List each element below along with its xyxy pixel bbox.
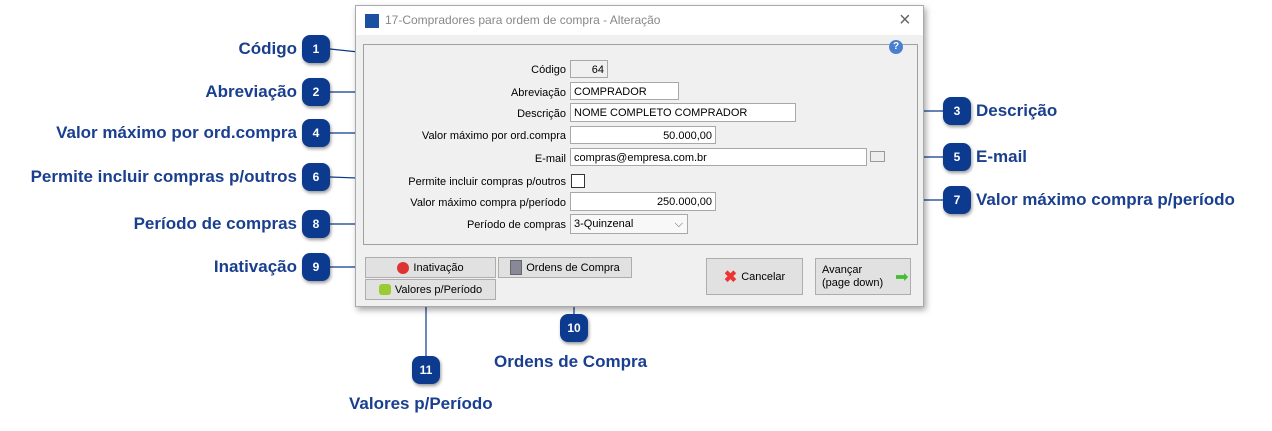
abreviacao-label: Abreviação (510, 87, 566, 99)
callout-badge-10: 10 (560, 314, 588, 342)
cancelar-button[interactable]: ✖ Cancelar (706, 258, 803, 295)
callout-label-6: Permite incluir compras p/outros (30, 167, 297, 186)
email-field[interactable]: compras@empresa.com.br (570, 148, 867, 166)
inativacao-button[interactable]: Inativação (365, 257, 496, 278)
permite-label: Permite incluir compras p/outros (408, 176, 566, 188)
help-icon[interactable]: ? (889, 40, 903, 54)
callout-label-10: Ordens de Compra (494, 352, 648, 371)
x-icon: ✖ (723, 268, 738, 286)
close-icon[interactable]: × (899, 9, 911, 31)
dialog-window: 17-Compradores para ordem de compra - Al… (355, 5, 924, 307)
abreviacao-field[interactable]: COMPRADOR (570, 82, 679, 100)
valor-max-ord-label: Valor máximo por ord.compra (421, 130, 566, 142)
callout-label-7: Valor máximo compra p/período (976, 190, 1235, 209)
codigo-field: 64 (570, 60, 608, 78)
arrow-right-icon: ➡ (895, 268, 909, 286)
callout-badge-8: 8 (302, 210, 330, 238)
callout-label-4: Valor máximo por ord.compra (56, 123, 297, 142)
callout-label-5: E-mail (976, 147, 1028, 166)
periodo-value: 3-Quinzenal (574, 218, 634, 230)
document-money-icon (510, 260, 523, 275)
callout-badge-7: 7 (943, 186, 971, 214)
form-group (363, 44, 918, 245)
window-title: 17-Compradores para ordem de compra - Al… (385, 13, 661, 27)
block-icon (397, 261, 410, 274)
periodo-label: Período de compras (466, 219, 566, 231)
callout-label-9: Inativação (213, 257, 297, 276)
callout-label-2: Abreviação (205, 82, 297, 101)
callout-badge-4: 4 (302, 119, 330, 147)
avancar-button[interactable]: Avançar (page down) ➡ (815, 258, 911, 295)
valor-max-periodo-label: Valor máximo compra p/período (410, 197, 566, 209)
valor-max-ord-field[interactable]: 50.000,00 (570, 126, 716, 144)
codigo-label: Código (531, 64, 566, 76)
title-bar: 17-Compradores para ordem de compra - Al… (356, 6, 923, 35)
valor-max-periodo-field[interactable]: 250.000,00 (570, 192, 716, 211)
permite-checkbox[interactable] (571, 174, 585, 188)
callout-badge-1: 1 (302, 35, 330, 63)
callout-badge-3: 3 (943, 97, 971, 125)
callout-badge-6: 6 (302, 163, 330, 191)
callout-label-8: Período de compras (133, 214, 297, 233)
ordens-compra-button[interactable]: Ordens de Compra (498, 257, 632, 278)
callout-badge-5: 5 (943, 143, 971, 171)
callout-badge-11: 11 (412, 356, 440, 384)
callout-badge-2: 2 (302, 78, 330, 106)
callout-badge-9: 9 (302, 253, 330, 281)
callout-label-3: Descrição (976, 101, 1058, 120)
email-label: E-mail (534, 153, 566, 165)
app-icon (365, 14, 379, 28)
periodo-select[interactable]: 3-Quinzenal ⌵ (570, 214, 688, 234)
valores-periodo-button[interactable]: Valores p/Período (365, 279, 496, 300)
chevron-down-icon: ⌵ (674, 218, 683, 230)
coins-icon (378, 284, 391, 295)
descricao-field[interactable]: NOME COMPLETO COMPRADOR (570, 103, 796, 122)
descricao-label: Descrição (517, 108, 566, 120)
callout-label-11: Valores p/Período (349, 394, 493, 413)
envelope-icon[interactable] (870, 151, 885, 162)
callout-label-1: Código (238, 39, 297, 58)
